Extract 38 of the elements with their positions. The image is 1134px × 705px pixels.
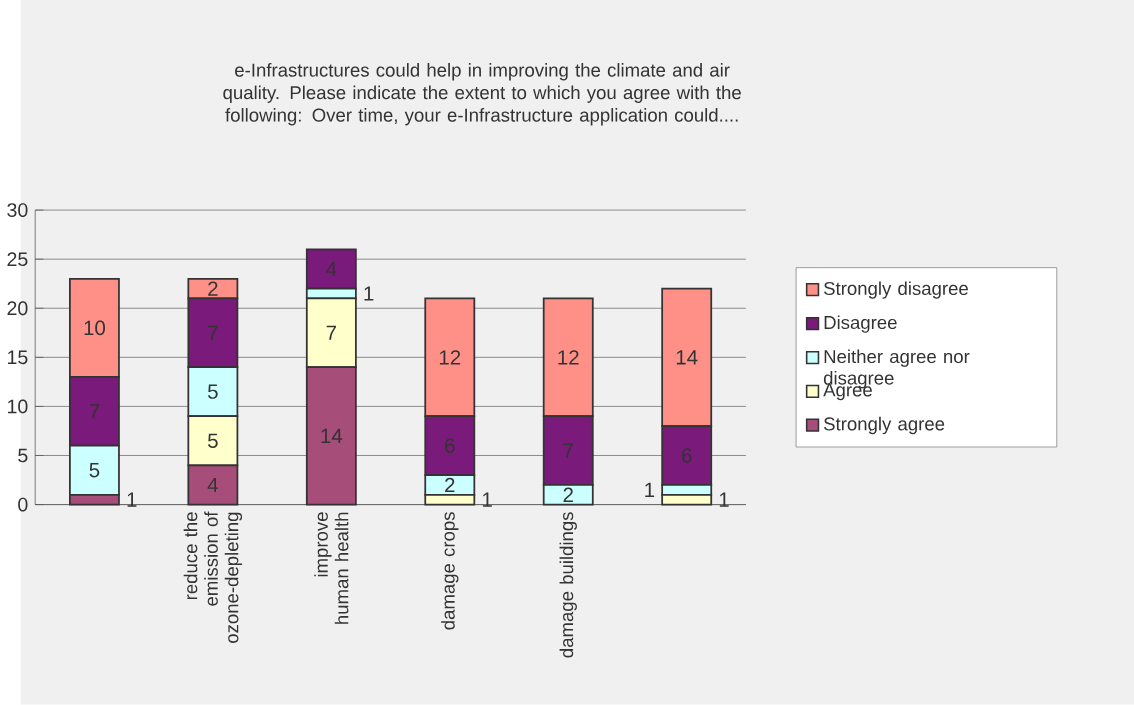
data-label: 4 <box>207 477 218 493</box>
data-label: 7 <box>89 404 100 419</box>
data-label: 14 <box>321 428 343 444</box>
data-label: 2 <box>563 487 573 503</box>
y-tick-label: 10 <box>8 399 28 414</box>
x-tick-label: damage buildings <box>559 512 577 658</box>
data-label: 12 <box>558 350 579 365</box>
data-label: 2 <box>445 477 455 493</box>
y-tick-label: 15 <box>8 350 28 365</box>
chart-title: e-Infrastructures could help in improving the climate and air quality. Please indicate the extent to which you agree with the following: Over time, your e-Infrastructure application could.... <box>223 63 741 126</box>
data-label: 12 <box>439 350 461 365</box>
data-label: 6 <box>682 448 692 463</box>
y-tick-label: 25 <box>7 252 28 267</box>
data-label: 14 <box>676 350 698 365</box>
data-label: 5 <box>89 463 100 478</box>
data-label: 7 <box>563 443 573 458</box>
data-label: 5 <box>207 433 218 449</box>
data-label: 7 <box>208 325 218 340</box>
data-label: 6 <box>445 438 455 454</box>
data-label: 1 <box>719 492 729 507</box>
y-tick-label: 0 <box>18 497 28 512</box>
data-label: 4 <box>326 262 337 277</box>
data-label: 1 <box>364 286 374 301</box>
legend-label: Disagree <box>824 315 897 333</box>
x-tick-label: damage crops <box>441 512 459 630</box>
y-tick-label: 30 <box>7 203 28 218</box>
data-label: 5 <box>207 384 218 399</box>
data-label: 1 <box>482 492 492 507</box>
legend-label: Strongly disagree <box>824 281 968 299</box>
y-tick-label: 5 <box>18 448 28 463</box>
data-label: 7 <box>326 325 336 340</box>
legend-label: Strongly agree <box>824 416 945 435</box>
data-label: 1 <box>645 482 655 497</box>
data-label: 1 <box>127 492 137 507</box>
y-tick-label: 20 <box>7 301 28 316</box>
data-label: 2 <box>208 281 218 296</box>
x-tick-label: reduce the emission of ozone-depleting <box>183 511 243 644</box>
data-label: 10 <box>84 320 106 336</box>
